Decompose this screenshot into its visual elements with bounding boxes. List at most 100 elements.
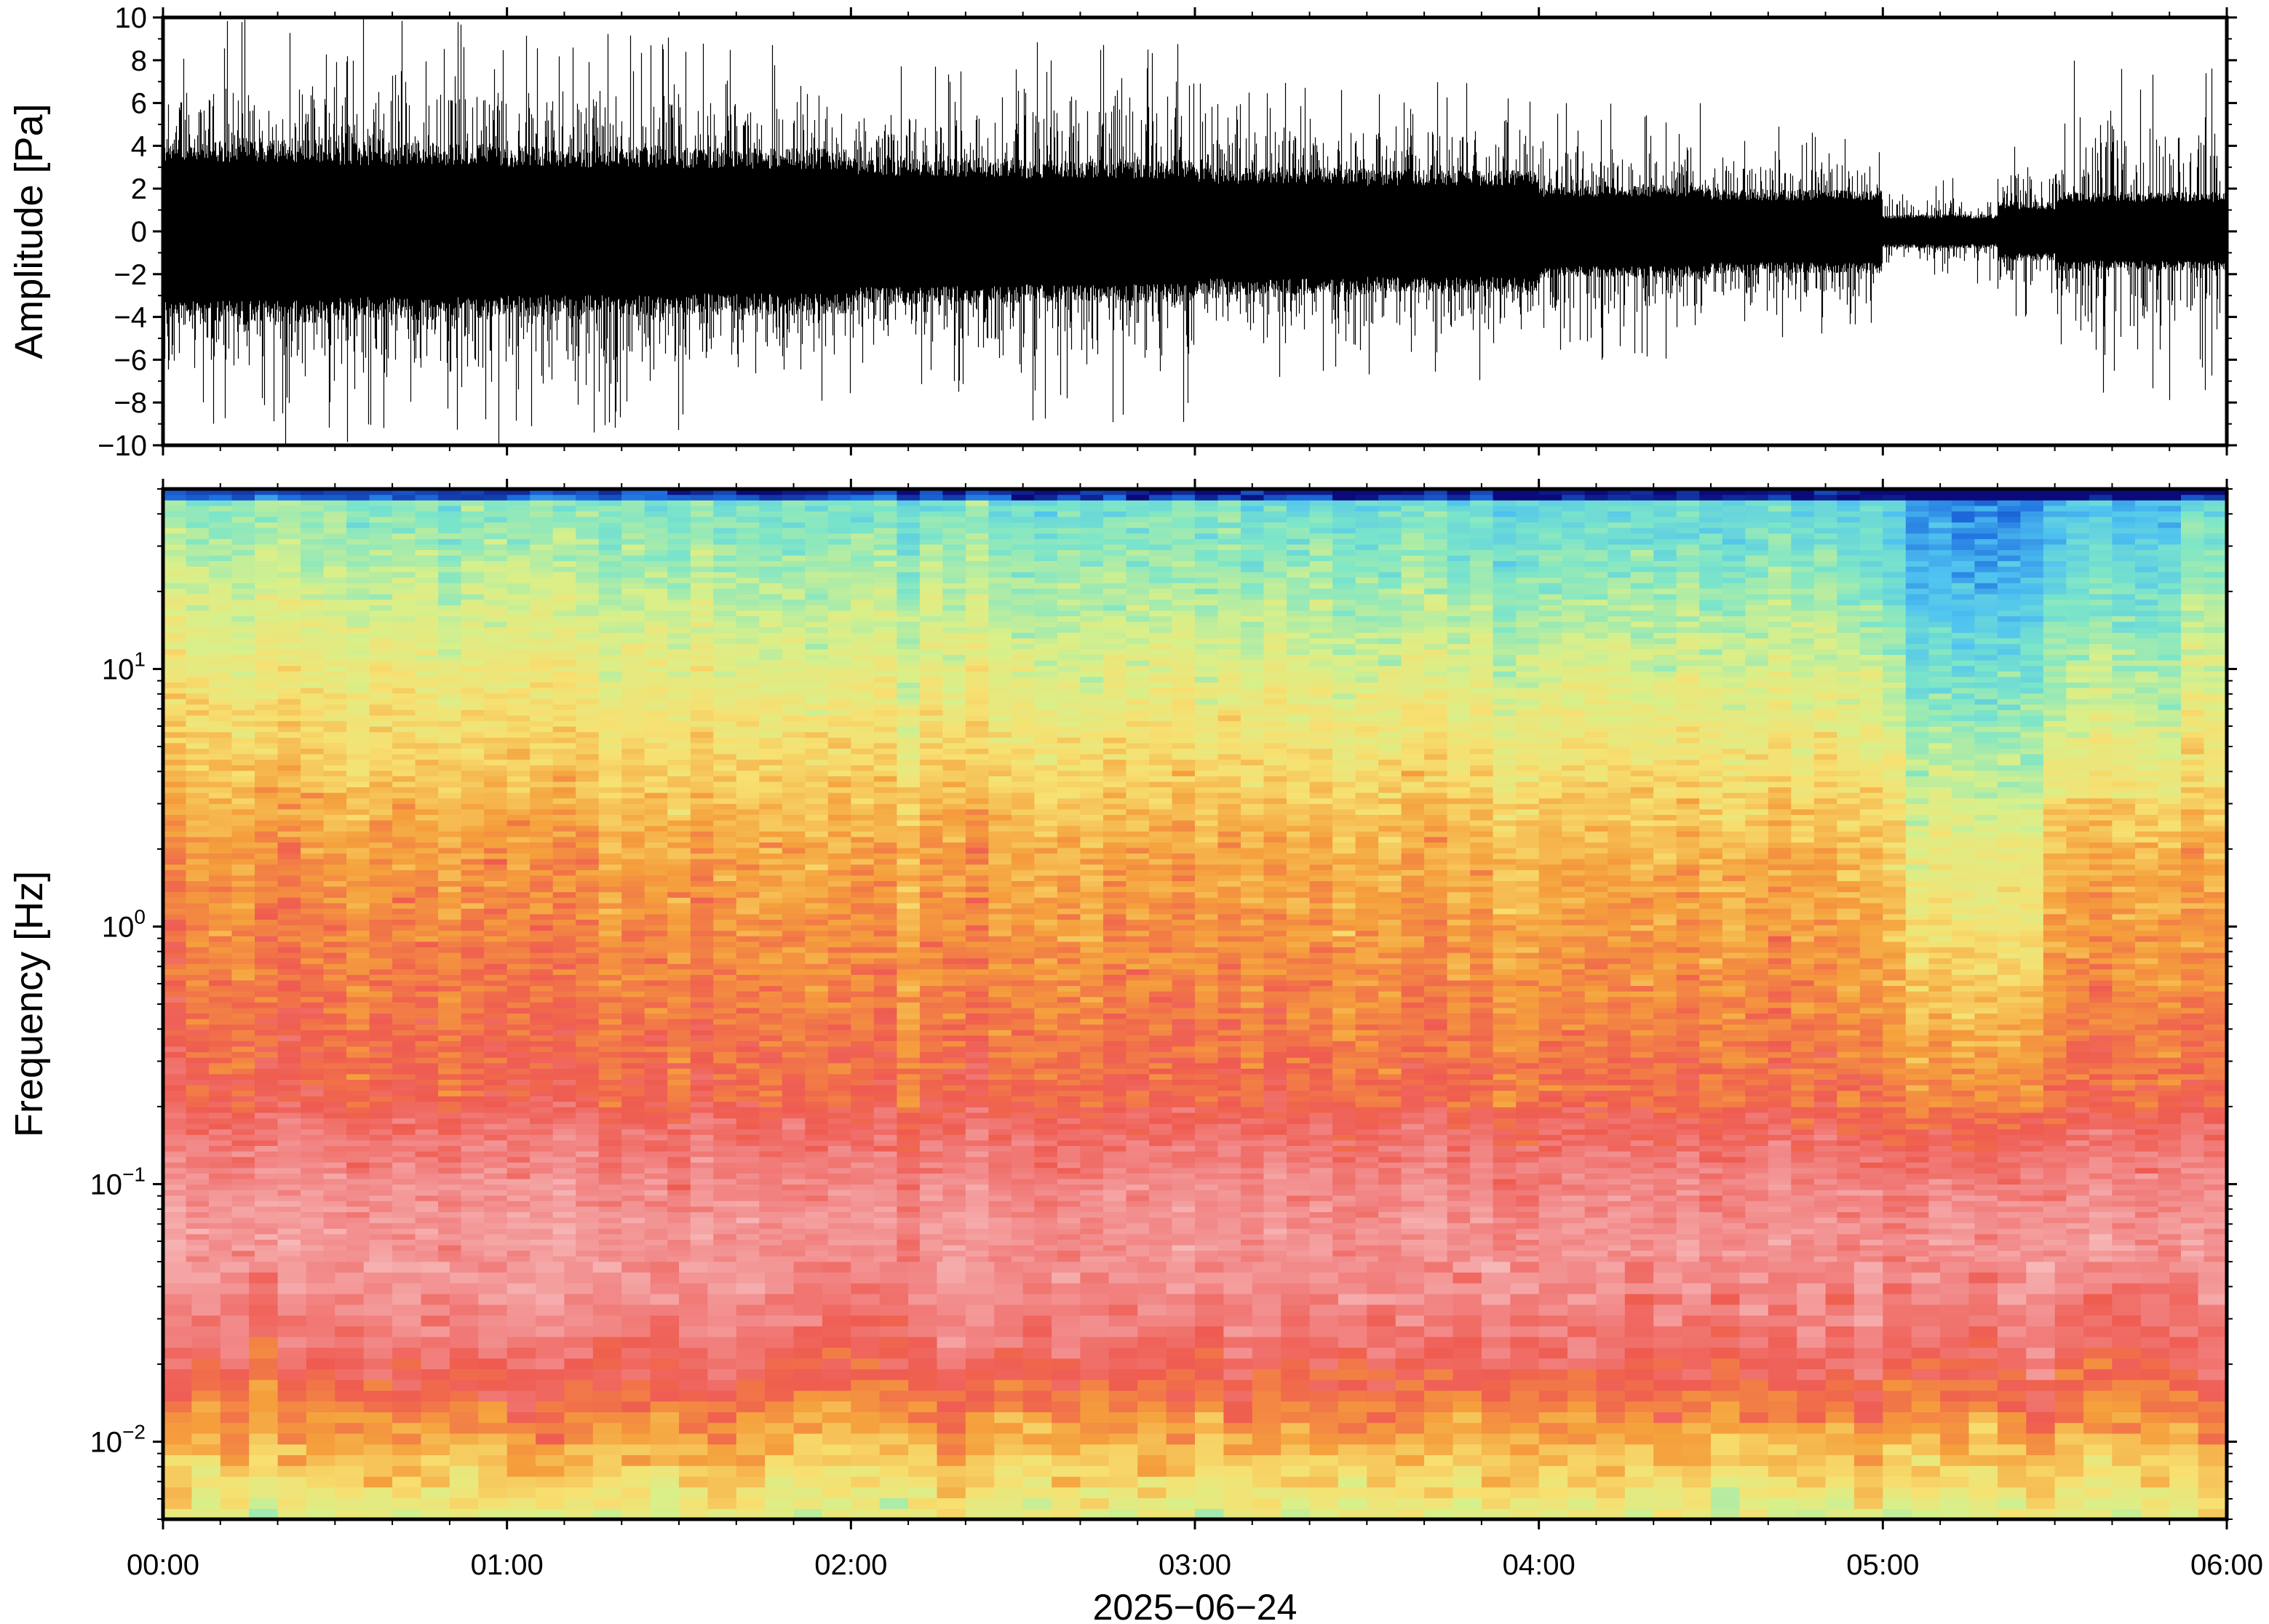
spectrogram-cell	[323, 1123, 347, 1130]
spectrogram-cell	[231, 610, 255, 616]
spectrogram-cell	[346, 759, 370, 765]
spectrogram-cell	[484, 825, 508, 832]
spectrogram-cell	[255, 1030, 279, 1036]
spectrogram-cell	[552, 748, 576, 755]
spectrogram-cell	[484, 864, 508, 870]
spectrogram-cell	[552, 1007, 576, 1014]
spectrogram-cell	[163, 1007, 187, 1014]
spectrogram-cell	[1711, 1476, 1740, 1488]
spectrogram-cell	[1166, 1422, 1196, 1434]
spectrogram-cell	[937, 1422, 966, 1434]
spectrogram-cell	[415, 797, 439, 804]
spectrogram-cell	[965, 1412, 995, 1423]
spectrogram-cell	[461, 1030, 485, 1036]
spectrogram-cell	[2026, 1304, 2056, 1316]
spectrogram-cell	[277, 1129, 301, 1135]
spectrogram-cell	[484, 880, 508, 887]
spectrogram-cell	[438, 936, 462, 942]
spectrogram-cell	[163, 991, 187, 998]
spectrogram-cell	[506, 1195, 531, 1201]
spectrogram-cell	[1853, 1380, 1883, 1391]
spectrogram-cell	[186, 505, 210, 512]
spectrogram-cell	[506, 566, 531, 573]
spectrogram-cell	[1223, 1454, 1253, 1466]
spectrogram-cell	[530, 594, 554, 600]
spectrogram-cell	[255, 577, 279, 584]
spectrogram-cell	[1137, 1433, 1167, 1445]
spectrogram-cell	[1195, 1444, 1224, 1455]
spectrogram-cell	[449, 1497, 479, 1509]
spectrogram-cell	[323, 913, 347, 920]
spectrogram-cell	[346, 1040, 370, 1047]
spectrogram-cell	[346, 869, 370, 876]
spectrogram-cell	[438, 897, 462, 904]
spectrogram-cell	[301, 875, 325, 881]
spectrogram-cell	[621, 1002, 645, 1008]
spectrogram-cell	[564, 1508, 594, 1519]
spectrogram-cell	[186, 1162, 210, 1169]
spectrogram-cell	[736, 1486, 766, 1499]
spectrogram-cell	[363, 1358, 393, 1369]
spectrogram-cell	[255, 599, 279, 605]
spectrogram-cell	[1940, 1347, 1970, 1359]
spectrogram-cell	[1768, 1454, 1797, 1466]
spectrogram-cell	[1883, 1412, 1912, 1423]
spectrogram-cell	[392, 1118, 416, 1124]
spectrogram-cell	[530, 648, 554, 656]
spectrogram-cell	[231, 880, 255, 887]
spectrogram-cell	[1739, 1444, 1769, 1455]
spectrogram-cell	[908, 1508, 938, 1519]
spectrogram-cell	[1797, 1433, 1827, 1445]
spectrogram-cell	[277, 1079, 301, 1086]
spectrogram-cell	[576, 1035, 600, 1041]
spectrogram-cell	[255, 765, 279, 771]
spectrogram-cell	[277, 704, 301, 710]
spectrogram-cell	[438, 621, 462, 628]
spectrogram-cell	[484, 594, 508, 600]
spectrogram-cell	[163, 847, 187, 854]
spectrogram-cell	[346, 842, 370, 848]
spectrogram-cell	[1797, 1337, 1827, 1348]
spectrogram-cell	[392, 1013, 416, 1019]
spectrogram-cell	[1424, 1337, 1454, 1348]
spectrogram-cell	[793, 1380, 823, 1391]
spectrogram-cell	[484, 1206, 508, 1212]
spectrogram-cell	[1223, 1422, 1253, 1434]
spectrogram-cell	[231, 996, 255, 1003]
spectrogram-cell	[2054, 1454, 2084, 1466]
spectrogram-cell	[231, 516, 255, 523]
spectrogram-cell	[438, 1151, 462, 1158]
spectrogram-cell	[346, 528, 370, 534]
spectrogram-cell	[249, 1326, 279, 1337]
spectrogram-cell	[346, 538, 370, 545]
spectrogram-cell	[552, 974, 576, 981]
spectrogram-cell	[461, 808, 485, 815]
spectrogram-cell	[1968, 1476, 1998, 1488]
spectrogram-cell	[163, 665, 187, 672]
spectrogram-cell	[163, 996, 187, 1003]
spectrogram-cell	[1682, 1465, 1712, 1477]
spectrogram-cell	[564, 1486, 594, 1499]
spectrogram-cell	[644, 1040, 668, 1047]
spectrogram-cell	[736, 1293, 766, 1305]
spectrogram-cell	[644, 1046, 668, 1053]
spectrogram-cell	[301, 1073, 325, 1080]
spectrogram-cell	[415, 1101, 439, 1107]
spectrogram-cell	[277, 533, 301, 539]
spectrogram-cell	[552, 665, 576, 672]
spectrogram-cell	[2169, 1369, 2199, 1380]
spectrogram-cell	[186, 1217, 210, 1224]
spectrogram-cell	[369, 1190, 393, 1196]
spectrogram-cell	[277, 588, 301, 594]
spectrogram-cell	[2054, 1261, 2084, 1273]
spectrogram-cell	[2112, 1272, 2142, 1283]
spectrogram-cell	[576, 632, 600, 639]
spectrogram-cell	[576, 1062, 600, 1069]
spectrogram-cell	[2083, 1369, 2113, 1380]
spectrogram-cell	[186, 754, 210, 760]
spectrogram-cell	[644, 1134, 668, 1141]
spectrogram-cell	[277, 853, 301, 859]
spectrogram-cell	[530, 1145, 554, 1152]
spectrogram-cell	[736, 1422, 766, 1434]
spectrogram-cell	[506, 742, 531, 749]
